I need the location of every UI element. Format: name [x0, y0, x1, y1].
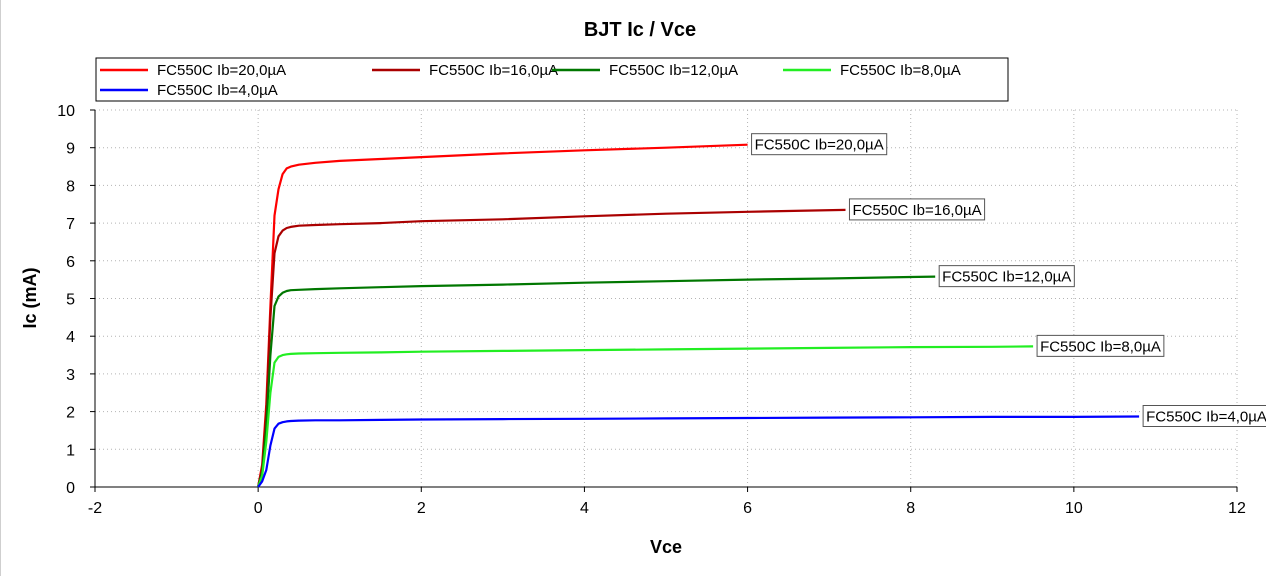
- y-tick-label: 8: [66, 178, 75, 195]
- y-tick-label: 10: [57, 103, 75, 120]
- legend-label: FC550C Ib=12,0µA: [609, 62, 738, 79]
- y-tick-label: 4: [66, 329, 75, 346]
- legend-label: FC550C Ib=20,0µA: [157, 62, 286, 79]
- legend-item-5: FC550C Ib=4,0µA: [100, 82, 278, 99]
- series-callouts: FC550C Ib=20,0µA FC550C Ib=16,0µA FC550C I…: [751, 133, 1266, 428]
- series-callout-1: FC550C Ib=20,0µA: [751, 133, 888, 156]
- y-tick-label: 1: [66, 442, 75, 459]
- series-callout-box: [848, 198, 986, 221]
- y-tick-label: 9: [66, 141, 75, 158]
- series-callout-box: [751, 133, 888, 156]
- x-tick-label: 4: [580, 500, 589, 517]
- series-callout-text: FC550C Ib=4,0µA: [1146, 409, 1266, 426]
- plot-background: [95, 110, 1237, 487]
- series-line-5: [257, 415, 1140, 488]
- legend-box: [95, 57, 1009, 102]
- series-line-3: [257, 275, 936, 488]
- series-callout-box: [1142, 405, 1266, 428]
- legend-item-1: FC550C Ib=20,0µA: [100, 62, 286, 79]
- x-tick-label: 8: [906, 500, 915, 517]
- series-callout-4: FC550C Ib=8,0µA: [1036, 334, 1165, 357]
- series-callout-text: FC550C Ib=20,0µA: [755, 137, 884, 154]
- x-tick-label: 12: [1228, 500, 1246, 517]
- x-tick-label: 10: [1065, 500, 1083, 517]
- legend-item-4: FC550C Ib=8,0µA: [783, 62, 961, 79]
- series-line-2: [257, 208, 846, 488]
- series-layer: [257, 143, 1140, 488]
- y-tick-label: 6: [66, 254, 75, 271]
- chart-title: BJT Ic / Vce: [584, 19, 696, 41]
- x-tick-label: 2: [417, 500, 426, 517]
- legend-label: FC550C Ib=16,0µA: [429, 62, 558, 79]
- x-axis-title: Vce: [650, 537, 682, 557]
- x-tick-label: 0: [254, 500, 263, 517]
- y-tick-label: 0: [66, 480, 75, 497]
- y-tick-label: 7: [66, 216, 75, 233]
- series-line-4: [257, 345, 1034, 488]
- series-callout-text: FC550C Ib=8,0µA: [1040, 338, 1161, 355]
- y-tick-label: 2: [66, 405, 75, 422]
- x-tick-label: 6: [743, 500, 752, 517]
- series-callout-2: FC550C Ib=16,0µA: [848, 198, 986, 221]
- x-tick-label: -2: [88, 500, 102, 517]
- series-callout-box: [938, 265, 1075, 288]
- series-callout-text: FC550C Ib=12,0µA: [942, 269, 1071, 286]
- series-callout-box: [1036, 334, 1165, 357]
- window-frame-left: [0, 0, 1, 576]
- legend-item-2: FC550C Ib=16,0µA: [372, 62, 558, 79]
- y-tick-label: 5: [66, 292, 75, 309]
- legend-label: FC550C Ib=4,0µA: [157, 82, 278, 99]
- legend: FC550C Ib=20,0µA FC550C Ib=16,0µA FC550C I…: [95, 57, 1009, 102]
- y-axis-title: Ic (mA): [20, 267, 40, 328]
- series-callout-text: FC550C Ib=16,0µA: [852, 202, 981, 219]
- legend-item-3: FC550C Ib=12,0µA: [552, 62, 738, 79]
- y-tick-label: 3: [66, 367, 75, 384]
- series-callout-3: FC550C Ib=12,0µA: [938, 265, 1075, 288]
- series-callout-5: FC550C Ib=4,0µA: [1142, 405, 1266, 428]
- legend-label: FC550C Ib=8,0µA: [840, 62, 961, 79]
